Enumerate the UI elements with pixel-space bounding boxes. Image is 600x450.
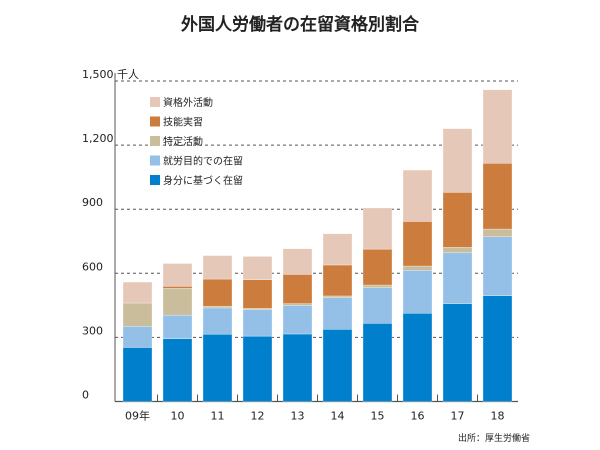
bar-segment bbox=[362, 284, 393, 288]
bar-segment bbox=[282, 305, 313, 335]
bar-segment bbox=[482, 163, 513, 230]
bar-segment bbox=[442, 128, 473, 193]
bar-segment bbox=[482, 228, 513, 238]
y-tick-label: 900 bbox=[82, 196, 103, 209]
bar-segment bbox=[122, 326, 153, 348]
chart-title: 外国人労働者の在留資格別割合 bbox=[181, 15, 419, 35]
bar-segment bbox=[162, 288, 193, 316]
bar-segment bbox=[482, 295, 513, 402]
legend-label: 特定活動 bbox=[163, 135, 203, 148]
x-tick-label: 16 bbox=[411, 410, 425, 423]
bar-segment bbox=[122, 281, 153, 304]
bar-segment bbox=[322, 295, 353, 298]
bar-segment bbox=[362, 323, 393, 402]
x-tick-label: 09年 bbox=[125, 409, 150, 423]
bar-segment bbox=[162, 338, 193, 402]
x-tick-label: 14 bbox=[331, 410, 345, 423]
bar-segment bbox=[242, 335, 273, 402]
bar-segment bbox=[122, 302, 153, 327]
x-tick-label: 13 bbox=[291, 410, 305, 423]
bar-segment bbox=[402, 169, 433, 222]
bar-segment bbox=[482, 89, 513, 164]
y-tick-label: 600 bbox=[82, 260, 103, 273]
source-note: 出所：厚生労働省 bbox=[457, 434, 530, 444]
legend-swatch bbox=[150, 116, 160, 127]
legend-label: 身分に基づく在留 bbox=[163, 174, 243, 187]
bar-segment bbox=[202, 307, 233, 335]
bar-segment bbox=[202, 278, 233, 307]
bar-segment bbox=[122, 347, 153, 402]
bar-segment bbox=[162, 263, 193, 287]
legend-label: 技能実習 bbox=[163, 116, 203, 129]
legend-swatch bbox=[150, 175, 160, 185]
x-tick-label: 10 bbox=[171, 410, 185, 423]
bar-segment bbox=[442, 192, 473, 248]
legend-swatch bbox=[150, 97, 160, 107]
bar-segment bbox=[402, 265, 433, 271]
bar-segment bbox=[202, 305, 233, 309]
bar-segment bbox=[162, 314, 193, 339]
bar-segment bbox=[162, 286, 193, 289]
bar-segment bbox=[362, 207, 393, 250]
bar-segment bbox=[202, 333, 233, 402]
x-tick-label: 11 bbox=[211, 410, 225, 423]
y-tick-label: 1,200 bbox=[82, 132, 114, 145]
bar-segment bbox=[362, 248, 393, 286]
x-tick-label: 18 bbox=[491, 410, 505, 423]
bar-segment bbox=[282, 333, 313, 402]
bar-segment bbox=[242, 256, 273, 280]
bar-segment bbox=[282, 248, 313, 275]
legend-label: 就労目的での在留 bbox=[163, 155, 243, 168]
bar-segment bbox=[282, 303, 313, 306]
bar-segment bbox=[242, 309, 273, 337]
bar-segment bbox=[442, 252, 473, 304]
legend-swatch bbox=[150, 155, 160, 166]
bar-segment bbox=[322, 233, 353, 266]
bar-segment bbox=[482, 236, 513, 296]
legend-label: 資格外活動 bbox=[163, 96, 213, 109]
y-tick-label: 0 bbox=[82, 389, 89, 402]
legend-swatch bbox=[150, 136, 160, 146]
bar-segment bbox=[322, 264, 353, 297]
bar-segment bbox=[322, 297, 353, 330]
y-tick-label: 1,500 千人 bbox=[82, 68, 139, 81]
bar-segment bbox=[402, 221, 433, 267]
x-tick-label: 15 bbox=[371, 410, 385, 423]
bar-segment bbox=[402, 270, 433, 314]
x-tick-label: 12 bbox=[251, 410, 265, 423]
bar-segment bbox=[442, 303, 473, 402]
bar-segment bbox=[202, 255, 233, 280]
bar-segment bbox=[402, 313, 433, 402]
bar-segment bbox=[362, 287, 393, 324]
bar-segment bbox=[322, 329, 353, 402]
bar-segment bbox=[442, 246, 473, 254]
bar-segment bbox=[282, 274, 313, 304]
bar-segment bbox=[242, 279, 273, 309]
y-tick-label: 300 bbox=[82, 324, 103, 337]
x-tick-label: 17 bbox=[451, 410, 465, 423]
